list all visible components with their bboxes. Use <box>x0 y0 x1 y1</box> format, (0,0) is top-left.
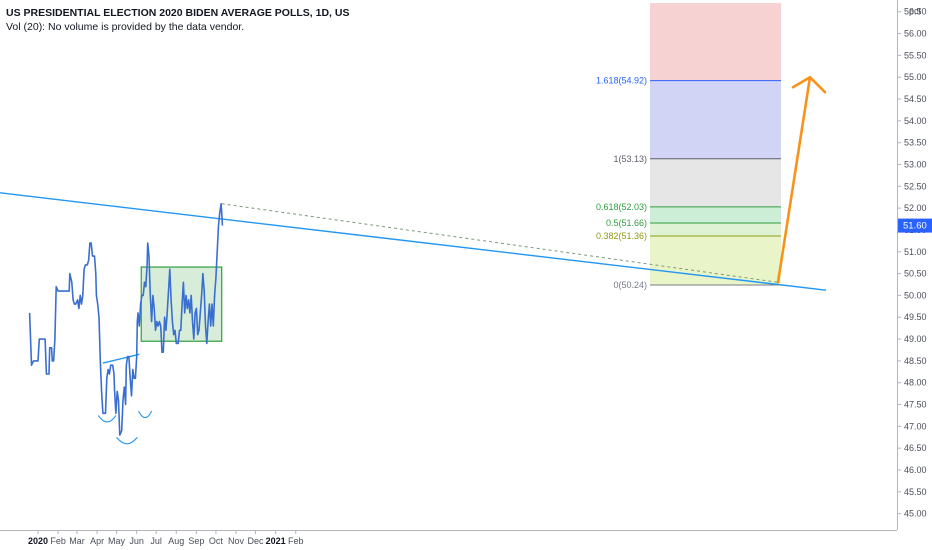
x-tick-label: Oct <box>209 536 224 546</box>
y-tick-label: 52.00 <box>904 203 927 213</box>
y-tick-label: 45.50 <box>904 487 927 497</box>
projection-arrow[interactable] <box>776 75 827 284</box>
x-axis-background <box>0 530 897 550</box>
y-tick-label: 46.00 <box>904 465 927 475</box>
x-tick-label: Sep <box>188 536 204 546</box>
y-tick-label: 46.50 <box>904 443 927 453</box>
fib-zone <box>650 206 781 223</box>
fib-level-label: 1(53.13) <box>613 154 647 164</box>
volume-note: Vol (20): No volume is provided by the d… <box>6 21 245 33</box>
y-tick-label: 55.50 <box>904 50 927 60</box>
chart-title: US PRESIDENTIAL ELECTION 2020 BIDEN AVER… <box>6 7 350 19</box>
y-axis-background <box>897 0 932 550</box>
y-tick-label: 56.50 <box>904 7 927 17</box>
fibonacci-zones <box>650 3 781 285</box>
y-tick-label: 52.50 <box>904 181 927 191</box>
x-tick-label: Jul <box>150 536 162 546</box>
fib-zone <box>650 80 781 159</box>
fib-zone <box>650 158 781 207</box>
y-tick-label: 48.50 <box>904 356 927 366</box>
fib-level-label: 0.382(51.36) <box>596 231 647 241</box>
x-tick-label: Feb <box>50 536 66 546</box>
y-tick-label: 56.00 <box>904 29 927 39</box>
fib-level-label: 1.618(54.92) <box>596 76 647 86</box>
fib-zone <box>650 222 781 237</box>
y-tick-label: 54.00 <box>904 116 927 126</box>
descending-trendline[interactable] <box>0 192 827 291</box>
fib-zone <box>650 3 781 81</box>
y-axis: 45.00 45.50 46.00 46.50 47.00 47.50 48.00 48.50… <box>897 0 932 550</box>
x-tick-label: Dec <box>247 536 264 546</box>
x-tick-label: 2020 <box>28 536 48 546</box>
fibonacci-levels <box>650 80 781 286</box>
y-tick-label: 49.50 <box>904 312 927 322</box>
y-axis-unit: pct <box>909 6 922 16</box>
fib-level-label: 0.5(51.66) <box>606 218 647 228</box>
y-tick-label: 47.50 <box>904 400 927 410</box>
x-tick-label: May <box>108 536 126 546</box>
x-tick-label: Mar <box>69 536 85 546</box>
x-tick-label: 2021 <box>266 536 286 546</box>
neckline-trendline[interactable] <box>102 353 140 364</box>
x-axis: 2020 Feb Mar Apr May Jun Jul Aug Sep Oct Nov Dec 202… <box>0 530 897 550</box>
y-tick-label: 47.00 <box>904 421 927 431</box>
projection-dashed-line <box>221 203 779 283</box>
y-tick-label: 54.50 <box>904 94 927 104</box>
y-tick-label: 45.00 <box>904 509 927 519</box>
x-tick-label: Aug <box>168 536 184 546</box>
y-tick-label: 55.00 <box>904 72 927 82</box>
y-tick-label: 49.00 <box>904 334 927 344</box>
y-tick-label: 53.00 <box>904 159 927 169</box>
y-tick-label: 50.50 <box>904 269 927 279</box>
head-arc <box>116 436 138 445</box>
y-tick-label: 48.00 <box>904 378 927 388</box>
arrow-shaft <box>776 75 812 284</box>
last-price-badge <box>898 218 932 233</box>
right-shoulder-arc <box>138 410 153 419</box>
arrow-head <box>791 75 827 94</box>
x-tick-label: Feb <box>288 536 304 546</box>
fibonacci-labels: 0(50.24) 0.382(51.36) 0.5(51.66) 0.618(52.0… <box>596 76 647 290</box>
last-price-label: 51.60 <box>903 221 927 232</box>
fib-level-label: 0(50.24) <box>613 280 647 290</box>
x-tick-label: Jun <box>129 536 144 546</box>
fib-level-label: 0.618(52.03) <box>596 202 647 212</box>
y-tick-label: 51.00 <box>904 247 927 257</box>
y-tick-label: 50.00 <box>904 290 927 300</box>
x-tick-label: Apr <box>90 536 104 546</box>
x-tick-label: Nov <box>228 536 245 546</box>
left-shoulder-arc <box>97 415 117 423</box>
y-tick-label: 53.50 <box>904 138 927 148</box>
series-line[interactable] <box>28 203 224 436</box>
